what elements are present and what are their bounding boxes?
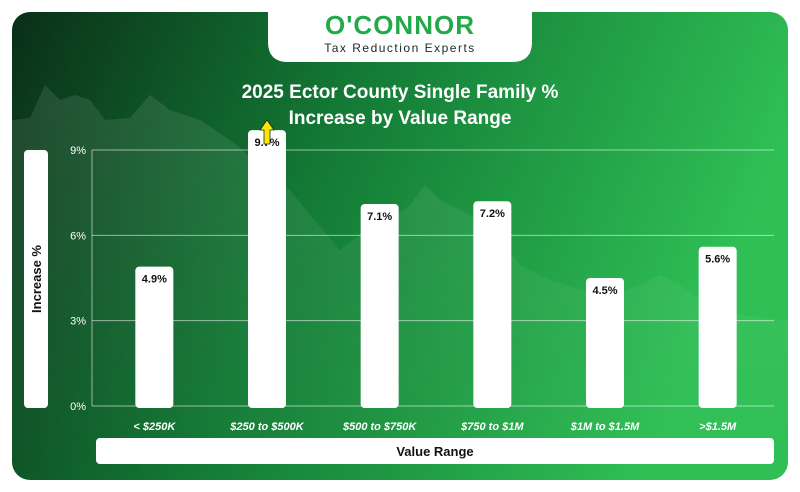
chart-title-line-2: Increase by Value Range xyxy=(289,108,512,129)
bar-value-label: 4.5% xyxy=(592,285,617,297)
bar-value-labels: 4.9%9.7%7.1%7.2%4.5%5.6% xyxy=(142,137,731,297)
bar-value-label: 4.9% xyxy=(142,274,167,286)
y-tick-label: 9% xyxy=(70,145,86,157)
x-tick-label: $1M to $1.5M xyxy=(570,421,640,433)
y-tick-label: 3% xyxy=(70,316,86,328)
y-tick-label: 0% xyxy=(70,401,86,413)
logo-tab xyxy=(268,12,532,62)
brand-tagline: Tax Reduction Experts xyxy=(324,41,476,55)
x-tick-label: $250 to $500K xyxy=(229,421,304,433)
increase-arrow-icon xyxy=(259,119,275,145)
bar-value-label: 5.6% xyxy=(705,254,730,266)
x-axis-label-box xyxy=(96,438,774,464)
chart-title-line-1: 2025 Ector County Single Family % xyxy=(242,82,559,103)
x-tick-label: >$1.5M xyxy=(699,421,737,433)
x-tick-label: $500 to $750K xyxy=(342,421,417,433)
x-tick-labels: < $250K $250 to $500K $500 to $750K $750 to… xyxy=(133,421,737,433)
x-axis-label: Value Range xyxy=(396,444,473,459)
bar xyxy=(586,278,624,408)
bar xyxy=(248,130,286,409)
x-tick-label: < $250K xyxy=(133,421,176,433)
y-tick-labels: 0% 3% 6% 9% xyxy=(70,145,86,413)
bar-value-label: 7.2% xyxy=(480,208,505,220)
highlight-marker xyxy=(259,119,275,145)
y-axis-label: Increase % xyxy=(29,245,44,313)
bar xyxy=(135,266,174,408)
bar xyxy=(473,201,512,408)
gridlines xyxy=(91,149,774,407)
bars xyxy=(135,130,737,409)
brand-logo: O'CONNOR xyxy=(325,10,475,40)
bar xyxy=(698,246,737,408)
y-tick-label: 6% xyxy=(70,230,86,242)
x-tick-label: $750 to $1M xyxy=(460,421,524,433)
bar-value-label: 7.1% xyxy=(367,211,392,223)
bar xyxy=(360,204,399,408)
y-axis-label-box xyxy=(24,150,48,408)
